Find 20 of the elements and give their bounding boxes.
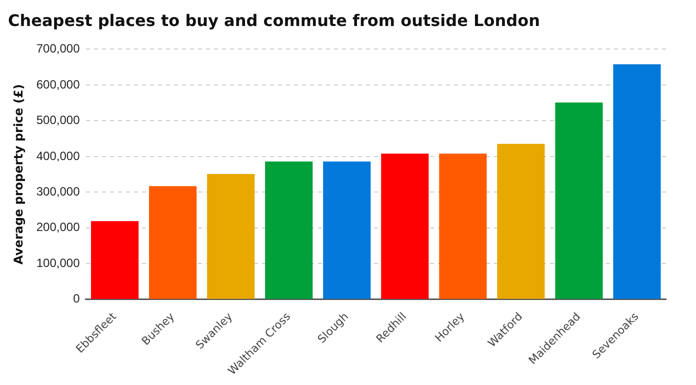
- y-tick-label: 200,000: [36, 220, 80, 234]
- chart-title: Cheapest places to buy and commute from outside London: [8, 10, 540, 30]
- bar: [381, 154, 429, 299]
- y-tick-label: 700,000: [36, 42, 80, 56]
- y-tick-label: 0: [73, 292, 80, 306]
- bar: [91, 221, 139, 299]
- bar: [323, 161, 371, 299]
- bar: [207, 174, 255, 299]
- y-tick-label: 100,000: [36, 256, 80, 270]
- y-tick-label: 400,000: [36, 148, 80, 163]
- bar: [497, 144, 545, 299]
- bar: [613, 64, 661, 299]
- y-tick-label: 500,000: [36, 113, 80, 128]
- y-tick-label: 300,000: [36, 184, 80, 198]
- y-axis-title: Average property price (£): [11, 84, 26, 264]
- bar: [439, 154, 487, 299]
- bar: [265, 161, 313, 299]
- bar: [555, 102, 603, 299]
- bar: [149, 186, 197, 299]
- y-tick-label: 600,000: [36, 77, 80, 92]
